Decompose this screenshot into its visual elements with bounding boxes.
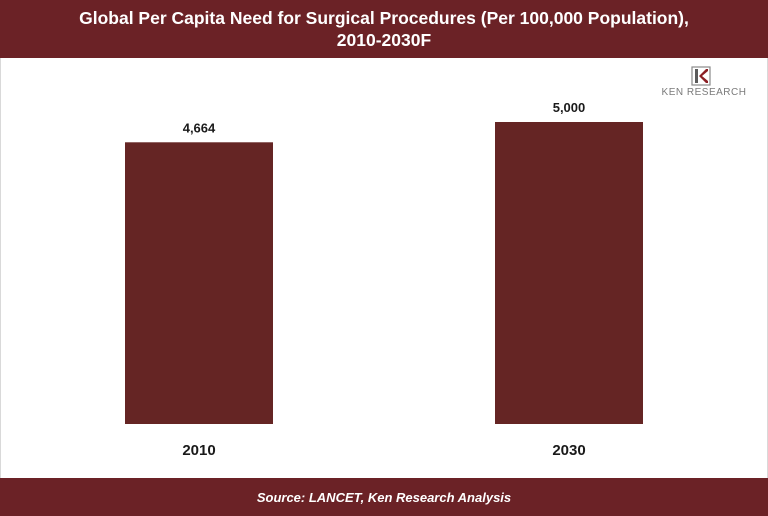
source-footer: Source: LANCET, Ken Research Analysis	[0, 478, 768, 516]
bar-2010	[125, 142, 273, 424]
data-label-2030: 5,000	[553, 100, 586, 115]
data-label-2010: 4,664	[183, 120, 216, 135]
category-label-2010: 2010	[182, 442, 215, 459]
chart-area: 4,664 2010 5,000 2030	[0, 58, 768, 478]
ken-research-logo-icon	[691, 66, 711, 86]
bar-2030	[495, 122, 643, 424]
chart-title-line-2: 2010-2030F	[336, 30, 432, 50]
ken-research-logo: KEN RESEARCH	[648, 66, 760, 100]
ken-research-logo-text: KEN RESEARCH	[661, 87, 747, 98]
bar-chart: 4,664 2010 5,000 2030	[125, 100, 643, 459]
source-text: Source: LANCET, Ken Research Analysis	[256, 489, 512, 505]
chart-title-line-1: Global Per Capita Need for Surgical Proc…	[79, 8, 689, 28]
chart-title: Global Per Capita Need for Surgical Proc…	[0, 0, 768, 58]
category-label-2030: 2030	[552, 442, 585, 459]
